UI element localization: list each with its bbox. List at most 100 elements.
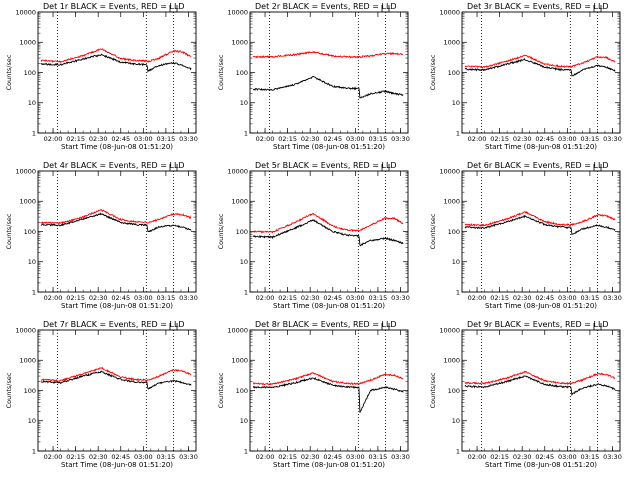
x-tick-label: 03:15 [369,135,388,143]
series-line-events [40,212,192,233]
x-tick-label: 03:00 [558,135,577,143]
x-tick-label: 03:00 [134,453,153,461]
y-tick-label: 1000 [19,39,36,47]
y-tick-label: 10000 [439,8,460,16]
panel-title: Det 7r BLACK = Events, RED = LLD [43,320,185,329]
x-tick-label: 03:00 [134,135,153,143]
x-tick-label: 02:00 [468,135,487,143]
x-tick-label: 02:15 [66,294,85,302]
series-line-lld [40,48,192,63]
plot-frame [461,170,621,293]
y-axis-label: Counts/sec [5,54,13,90]
x-tick-label: 02:15 [278,135,297,143]
x-tick-label: 02:15 [490,294,509,302]
y-tick-label: 1 [32,129,36,137]
series-line-events [252,218,404,247]
panel-title: Det 4r BLACK = Events, RED = LLD [43,161,185,170]
x-tick-label: 02:30 [89,453,108,461]
x-tick-label: 03:15 [581,135,600,143]
y-tick-label: 1000 [231,357,248,365]
x-tick-label: 02:30 [301,453,320,461]
y-tick-label: 10 [28,258,36,266]
x-tick-label: 02:30 [301,294,320,302]
x-axis-label: Start Time (08-Jun-08 01:51:20) [273,302,385,310]
y-tick-label: 1 [456,447,460,455]
series-line-lld [252,212,404,234]
series-line-lld [40,366,192,382]
y-tick-label: 1000 [443,198,460,206]
x-tick-label: 02:45 [323,135,342,143]
y-axis-label: Counts/sec [217,54,225,90]
y-tick-label: 10 [28,99,36,107]
x-tick-label: 03:15 [581,294,600,302]
y-tick-label: 100 [448,69,460,77]
series-line-lld [252,50,404,59]
y-axis-label: Counts/sec [429,54,437,90]
x-tick-label: 03:30 [603,294,622,302]
x-tick-label: 02:00 [44,135,63,143]
x-tick-label: 03:30 [179,294,198,302]
x-tick-label: 03:30 [603,135,622,143]
series-line-lld [464,54,616,69]
x-tick-label: 03:00 [134,294,153,302]
x-tick-label: 02:15 [490,135,509,143]
panel-det-5r: Det 5r BLACK = Events, RED = LLD Counts/s… [217,161,410,310]
x-tick-label: 03:15 [369,294,388,302]
panel-title: Det 2r BLACK = Events, RED = LLD [255,2,397,11]
x-axis-label: Start Time (08-Jun-08 01:51:20) [485,302,597,310]
x-tick-label: 02:30 [513,453,532,461]
y-tick-label: 1 [32,447,36,455]
panel-title: Det 8r BLACK = Events, RED = LLD [255,320,397,329]
x-tick-label: 02:45 [535,135,554,143]
panel-title: Det 6r BLACK = Events, RED = LLD [467,161,609,170]
series-line-events [464,214,616,236]
y-tick-label: 1000 [231,39,248,47]
y-axis-label: Counts/sec [217,213,225,249]
y-tick-label: 1 [32,288,36,296]
x-axis-label: Start Time (08-Jun-08 01:51:20) [485,461,597,469]
x-axis-label: Start Time (08-Jun-08 01:51:20) [61,461,173,469]
x-tick-label: 02:30 [89,294,108,302]
panel-det-9r: Det 9r BLACK = Events, RED = LLD Counts/s… [429,320,622,469]
y-axis-label: Counts/sec [5,372,13,408]
y-tick-label: 10000 [15,326,36,334]
panel-title: Det 5r BLACK = Events, RED = LLD [255,161,397,170]
panel-title: Det 9r BLACK = Events, RED = LLD [467,320,609,329]
y-tick-label: 10000 [439,167,460,175]
series-line-lld [252,371,404,386]
x-tick-label: 03:30 [391,453,410,461]
x-tick-label: 02:00 [256,453,275,461]
x-tick-label: 02:15 [278,294,297,302]
x-axis-label: Start Time (08-Jun-08 01:51:20) [485,143,597,151]
x-axis-label: Start Time (08-Jun-08 01:51:20) [273,461,385,469]
x-tick-label: 03:15 [157,135,176,143]
y-tick-label: 100 [236,228,248,236]
series-line-events [252,376,404,413]
y-tick-label: 100 [24,69,36,77]
y-tick-label: 1 [244,447,248,455]
y-tick-label: 100 [24,387,36,395]
y-tick-label: 1000 [19,198,36,206]
x-tick-label: 03:00 [346,294,365,302]
x-tick-label: 03:30 [391,135,410,143]
x-axis-label: Start Time (08-Jun-08 01:51:20) [61,302,173,310]
x-tick-label: 03:15 [157,294,176,302]
plot-frame [37,11,197,134]
panel-det-1r: Det 1r BLACK = Events, RED = LLD Counts/s… [5,2,198,151]
x-axis-label: Start Time (08-Jun-08 01:51:20) [273,143,385,151]
x-tick-label: 03:30 [391,294,410,302]
y-tick-label: 10 [240,417,248,425]
y-tick-label: 10 [28,417,36,425]
panel-det-3r: Det 3r BLACK = Events, RED = LLD Counts/s… [429,2,622,151]
x-tick-label: 02:15 [66,453,85,461]
x-tick-label: 02:30 [89,135,108,143]
y-tick-label: 1 [244,129,248,137]
y-tick-label: 10 [240,258,248,266]
y-tick-label: 1 [456,129,460,137]
y-tick-label: 1000 [19,357,36,365]
x-tick-label: 02:15 [66,135,85,143]
x-tick-label: 02:00 [468,453,487,461]
y-tick-label: 100 [236,387,248,395]
x-tick-label: 03:00 [346,135,365,143]
